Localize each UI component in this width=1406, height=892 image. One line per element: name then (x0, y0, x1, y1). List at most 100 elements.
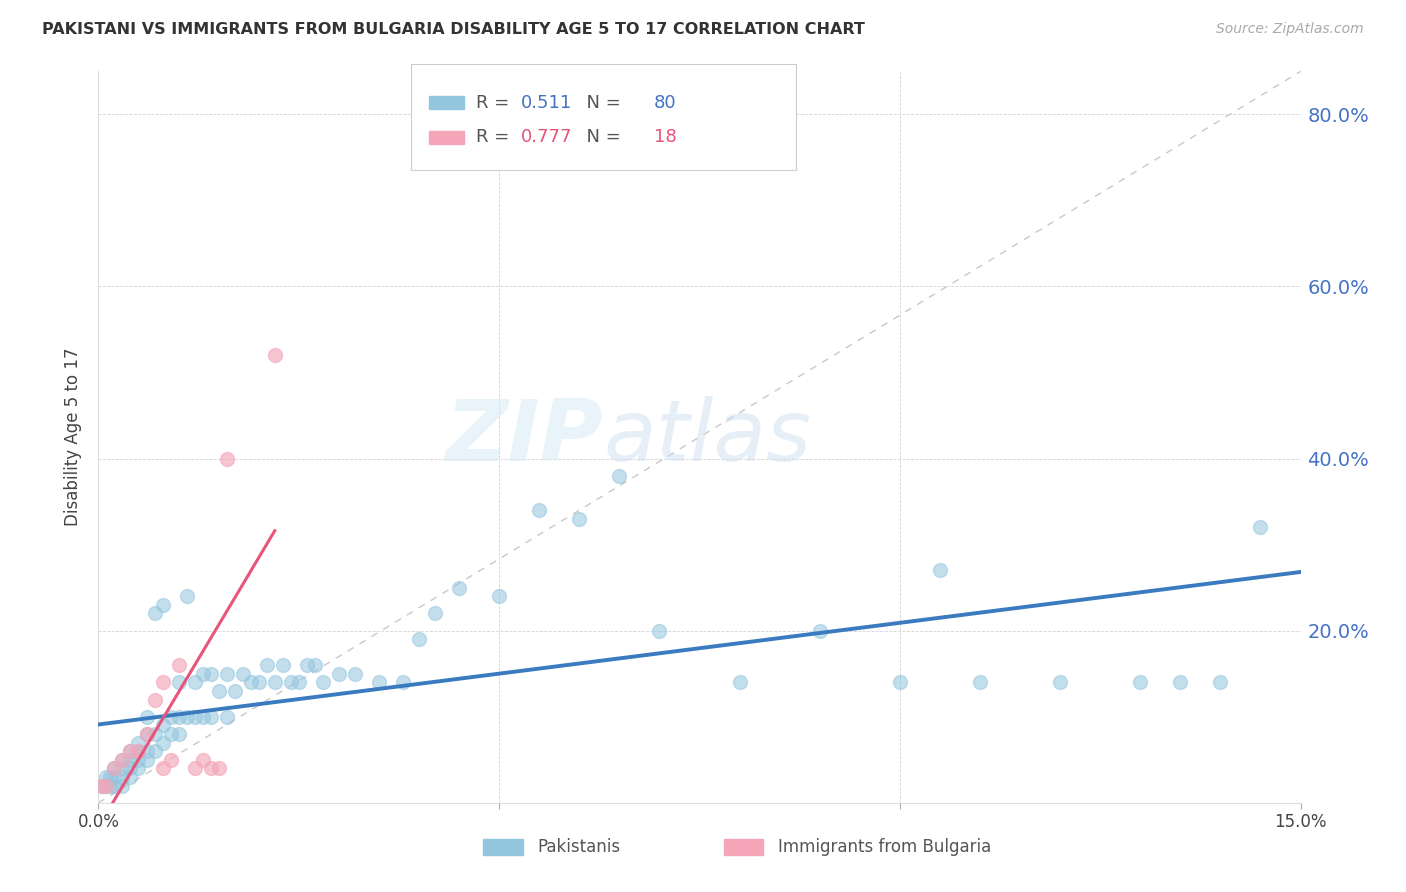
Point (152, 598, 174, 612)
Point (263, 348, 285, 362)
Point (648, 624, 671, 638)
Text: Source: ZipAtlas.com: Source: ZipAtlas.com (1216, 22, 1364, 37)
Point (423, 607, 446, 621)
Point (96, 779, 118, 793)
Text: 0.511: 0.511 (522, 94, 572, 112)
Point (135, 744, 157, 758)
Point (128, 744, 150, 758)
Point (239, 675, 262, 690)
Point (191, 710, 214, 724)
Point (929, 564, 952, 578)
Point (568, 512, 591, 526)
Point (128, 744, 150, 758)
Point (167, 710, 190, 724)
Point (208, 761, 231, 775)
Point (808, 624, 831, 638)
Point (120, 770, 142, 784)
Point (447, 581, 470, 595)
Point (263, 675, 285, 690)
Point (328, 666, 350, 681)
Point (304, 658, 326, 673)
FancyBboxPatch shape (429, 96, 464, 110)
Point (224, 684, 246, 698)
Text: 0.777: 0.777 (522, 128, 572, 146)
Text: PAKISTANI VS IMMIGRANTS FROM BULGARIA DISABILITY AGE 5 TO 17 CORRELATION CHART: PAKISTANI VS IMMIGRANTS FROM BULGARIA DI… (42, 22, 865, 37)
Point (128, 753, 150, 767)
Point (256, 658, 278, 673)
Point (103, 779, 125, 793)
Point (135, 727, 157, 741)
Point (1129, 675, 1152, 690)
Point (609, 468, 631, 483)
Point (1209, 675, 1232, 690)
Point (1049, 675, 1071, 690)
Point (103, 761, 125, 775)
Text: R =: R = (475, 94, 515, 112)
Point (889, 675, 911, 690)
Point (100, 779, 122, 793)
Point (288, 675, 311, 690)
Point (208, 684, 231, 698)
Point (271, 658, 294, 673)
Point (103, 770, 125, 784)
Point (280, 675, 302, 690)
Point (167, 658, 190, 673)
Y-axis label: Disability Age 5 to 17: Disability Age 5 to 17 (65, 348, 83, 526)
Point (215, 666, 238, 681)
Point (167, 675, 190, 690)
Point (392, 675, 415, 690)
Point (159, 710, 181, 724)
Point (408, 632, 430, 647)
Point (135, 710, 157, 724)
Text: N =: N = (575, 128, 627, 146)
Text: Pakistanis: Pakistanis (537, 838, 620, 856)
Point (111, 770, 134, 784)
Point (91, 779, 114, 793)
Point (200, 666, 222, 681)
Point (368, 675, 391, 690)
Point (152, 675, 174, 690)
Point (135, 753, 157, 767)
Point (488, 589, 510, 603)
Point (120, 744, 142, 758)
Point (215, 451, 238, 466)
Point (152, 718, 174, 732)
FancyBboxPatch shape (429, 130, 464, 144)
Point (247, 675, 270, 690)
Point (143, 727, 166, 741)
Point (529, 503, 551, 517)
Point (128, 735, 150, 749)
FancyBboxPatch shape (484, 839, 523, 855)
Text: atlas: atlas (603, 395, 811, 479)
Point (200, 710, 222, 724)
Point (96, 779, 118, 793)
Text: R =: R = (475, 128, 515, 146)
Point (152, 735, 174, 749)
Point (111, 761, 134, 775)
Point (183, 710, 205, 724)
Point (183, 761, 205, 775)
Point (215, 710, 238, 724)
Point (167, 727, 190, 741)
FancyBboxPatch shape (411, 64, 796, 170)
Point (191, 753, 214, 767)
Point (111, 753, 134, 767)
Point (176, 710, 198, 724)
Point (143, 744, 166, 758)
Point (120, 744, 142, 758)
Point (111, 753, 134, 767)
Text: N =: N = (575, 94, 627, 112)
Point (103, 761, 125, 775)
Point (183, 675, 205, 690)
Point (969, 675, 991, 690)
Text: 18: 18 (654, 128, 676, 146)
Point (152, 761, 174, 775)
Text: ZIP: ZIP (446, 395, 603, 479)
Point (1170, 675, 1192, 690)
Point (176, 589, 198, 603)
Point (135, 727, 157, 741)
Point (1250, 520, 1272, 534)
Text: 80: 80 (654, 94, 676, 112)
Point (312, 675, 335, 690)
Point (120, 761, 142, 775)
